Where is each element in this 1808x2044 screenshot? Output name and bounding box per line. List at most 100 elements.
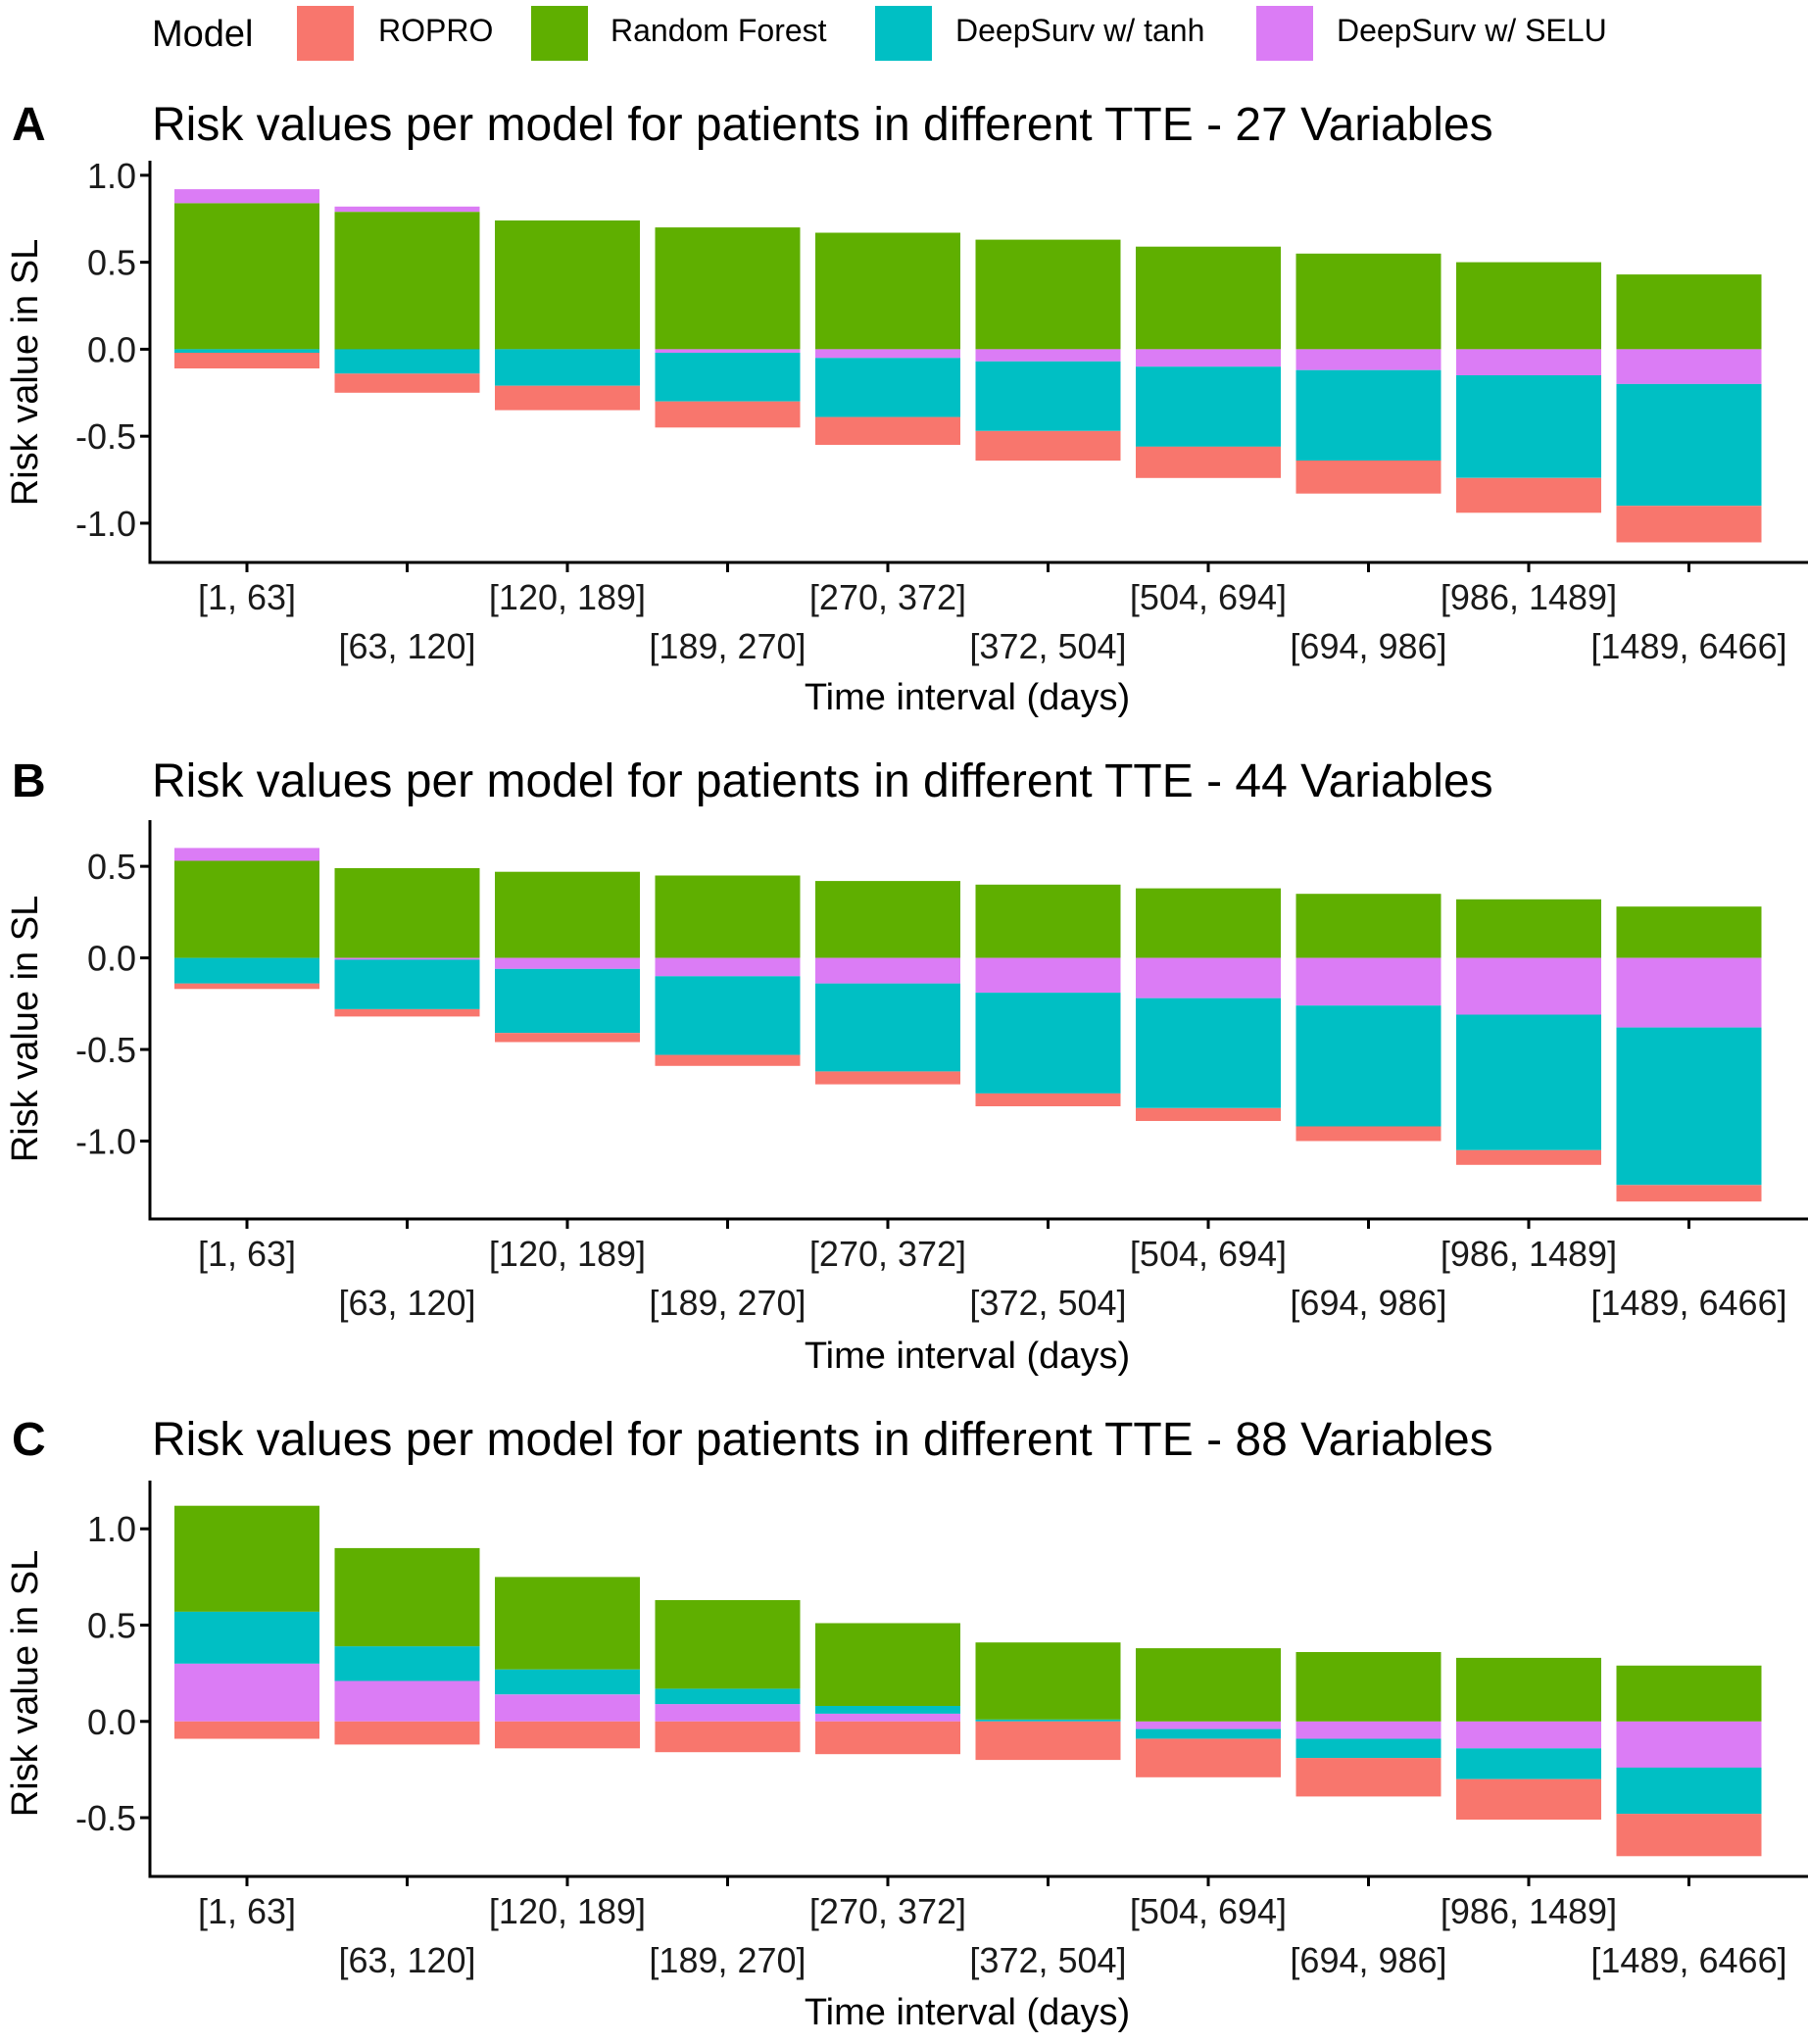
chart-title-a: Risk values per model for patients in di… <box>152 99 1493 151</box>
bar-c-deepsurv-w-tanh-7 <box>1136 1728 1281 1739</box>
bar-a-random-forest-8 <box>1295 253 1442 350</box>
panel-c: C Risk values per model for patients in … <box>5 1414 1808 2033</box>
legend-label-deepsurv-selu: DeepSurv w/ SELU <box>1337 13 1607 48</box>
legend-swatch-ropro <box>297 6 354 61</box>
x-tick-label-a-10: [1489, 6466] <box>1590 626 1786 666</box>
bar-a-deepsurv-w-tanh-9 <box>1456 375 1601 478</box>
y-tick-label-b-3: -0.5 <box>75 1030 136 1070</box>
legend-label-random-forest: Random Forest <box>611 13 827 48</box>
bar-c-deepsurv-w-selu-9 <box>1456 1721 1601 1749</box>
x-tick-label-a-6: [372, 504] <box>969 626 1126 666</box>
bar-c-ropro-7 <box>1136 1738 1281 1777</box>
bar-c-random-forest-7 <box>1136 1648 1281 1722</box>
bar-a-deepsurv-w-selu-1 <box>174 189 319 204</box>
bar-b-random-forest-2 <box>334 868 480 958</box>
bar-b-random-forest-6 <box>975 884 1121 958</box>
bar-a-random-forest-1 <box>174 203 319 350</box>
bar-a-ropro-6 <box>975 430 1121 462</box>
bar-b-ropro-2 <box>334 1008 480 1017</box>
bar-b-random-forest-8 <box>1295 894 1442 958</box>
bar-a-random-forest-2 <box>334 212 480 350</box>
x-tick-label-b-9: [986, 1489] <box>1441 1234 1617 1274</box>
x-tick-label-c-4: [189, 270] <box>649 1940 806 1980</box>
bar-b-random-forest-7 <box>1136 888 1281 958</box>
x-tick-label-a-1: [1, 63] <box>198 577 296 617</box>
x-axis-title-a: Time interval (days) <box>805 677 1130 718</box>
bar-a-random-forest-9 <box>1456 262 1601 350</box>
y-tick-label-a-3: 0.0 <box>87 329 136 369</box>
panel-label-b: B <box>12 755 46 807</box>
bar-a-deepsurv-w-selu-8 <box>1295 349 1442 370</box>
bar-a-random-forest-6 <box>975 239 1121 350</box>
bar-b-deepsurv-w-selu-1 <box>174 848 319 861</box>
bar-b-deepsurv-w-tanh-2 <box>334 959 480 1009</box>
bar-a-random-forest-10 <box>1616 274 1762 350</box>
bar-c-ropro-1 <box>174 1721 319 1739</box>
bar-a-deepsurv-w-tanh-10 <box>1616 383 1762 507</box>
bar-c-deepsurv-w-tanh-4 <box>655 1688 801 1705</box>
bar-b-random-forest-9 <box>1456 899 1601 958</box>
bar-b-ropro-10 <box>1616 1185 1762 1202</box>
bars-b <box>174 848 1762 1202</box>
bar-c-deepsurv-w-tanh-8 <box>1295 1738 1442 1759</box>
y-tick-label-c-3: 0.0 <box>87 1702 136 1742</box>
bar-b-random-forest-10 <box>1616 906 1762 958</box>
x-tick-label-b-1: [1, 63] <box>198 1234 296 1274</box>
bar-c-deepsurv-w-selu-10 <box>1616 1721 1762 1768</box>
bar-c-deepsurv-w-tanh-2 <box>334 1646 480 1681</box>
x-tick-label-c-3: [120, 189] <box>489 1891 646 1931</box>
panel-label-c: C <box>12 1414 46 1466</box>
bar-a-ropro-9 <box>1456 477 1601 513</box>
x-tick-label-c-5: [270, 372] <box>809 1891 966 1931</box>
bar-c-deepsurv-w-selu-2 <box>334 1680 480 1722</box>
bar-c-random-forest-8 <box>1295 1652 1442 1722</box>
bar-c-random-forest-6 <box>975 1642 1121 1720</box>
y-axis-title-c: Risk value in SL <box>5 1550 46 1817</box>
bar-b-ropro-6 <box>975 1093 1121 1106</box>
x-tick-label-a-8: [694, 986] <box>1290 626 1446 666</box>
bar-c-deepsurv-w-selu-1 <box>174 1663 319 1722</box>
x-tick-label-c-6: [372, 504] <box>969 1940 1126 1980</box>
bar-b-deepsurv-w-tanh-3 <box>495 968 640 1034</box>
x-tick-label-a-3: [120, 189] <box>489 577 646 617</box>
bar-b-deepsurv-w-selu-7 <box>1136 957 1281 998</box>
bar-a-deepsurv-w-selu-9 <box>1456 349 1601 375</box>
bar-b-deepsurv-w-tanh-1 <box>174 957 319 984</box>
bar-b-deepsurv-w-selu-10 <box>1616 957 1762 1028</box>
bar-b-deepsurv-w-tanh-8 <box>1295 1005 1442 1127</box>
bar-a-ropro-7 <box>1136 446 1281 478</box>
bar-a-ropro-3 <box>495 385 640 411</box>
bar-b-deepsurv-w-tanh-7 <box>1136 998 1281 1108</box>
bar-b-ropro-7 <box>1136 1107 1281 1121</box>
bar-c-deepsurv-w-selu-8 <box>1295 1721 1442 1739</box>
bar-b-deepsurv-w-selu-2 <box>334 957 480 960</box>
x-tick-label-a-2: [63, 120] <box>338 626 475 666</box>
bar-c-ropro-6 <box>975 1721 1121 1761</box>
x-tick-label-b-5: [270, 372] <box>809 1234 966 1274</box>
bar-c-random-forest-10 <box>1616 1665 1762 1722</box>
legend: Model ROPRO Random Forest DeepSurv w/ ta… <box>152 6 1607 61</box>
bar-c-deepsurv-w-tanh-1 <box>174 1611 319 1664</box>
x-tick-label-b-8: [694, 986] <box>1290 1283 1446 1323</box>
bar-a-ropro-2 <box>334 373 480 393</box>
bar-b-deepsurv-w-selu-9 <box>1456 957 1601 1015</box>
x-tick-label-c-1: [1, 63] <box>198 1891 296 1931</box>
chart-title-b: Risk values per model for patients in di… <box>152 755 1493 807</box>
x-tick-label-b-2: [63, 120] <box>338 1283 475 1323</box>
bar-a-deepsurv-w-selu-5 <box>815 349 960 359</box>
bars-a <box>174 189 1762 543</box>
bar-b-deepsurv-w-tanh-5 <box>815 983 960 1072</box>
bar-c-deepsurv-w-selu-3 <box>495 1694 640 1722</box>
bar-a-deepsurv-w-selu-2 <box>334 206 480 213</box>
x-tick-label-c-9: [986, 1489] <box>1441 1891 1617 1931</box>
bar-c-random-forest-2 <box>334 1547 480 1647</box>
bar-a-deepsurv-w-selu-4 <box>655 349 801 353</box>
bar-c-ropro-10 <box>1616 1814 1762 1857</box>
y-tick-label-a-5: -1.0 <box>75 504 136 544</box>
y-tick-label-c-1: 1.0 <box>87 1509 136 1549</box>
y-tick-label-b-4: -1.0 <box>75 1121 136 1161</box>
legend-swatch-random-forest <box>531 6 588 61</box>
bar-b-deepsurv-w-selu-5 <box>815 957 960 984</box>
x-tick-label-a-4: [189, 270] <box>649 626 806 666</box>
y-tick-label-b-2: 0.0 <box>87 939 136 979</box>
